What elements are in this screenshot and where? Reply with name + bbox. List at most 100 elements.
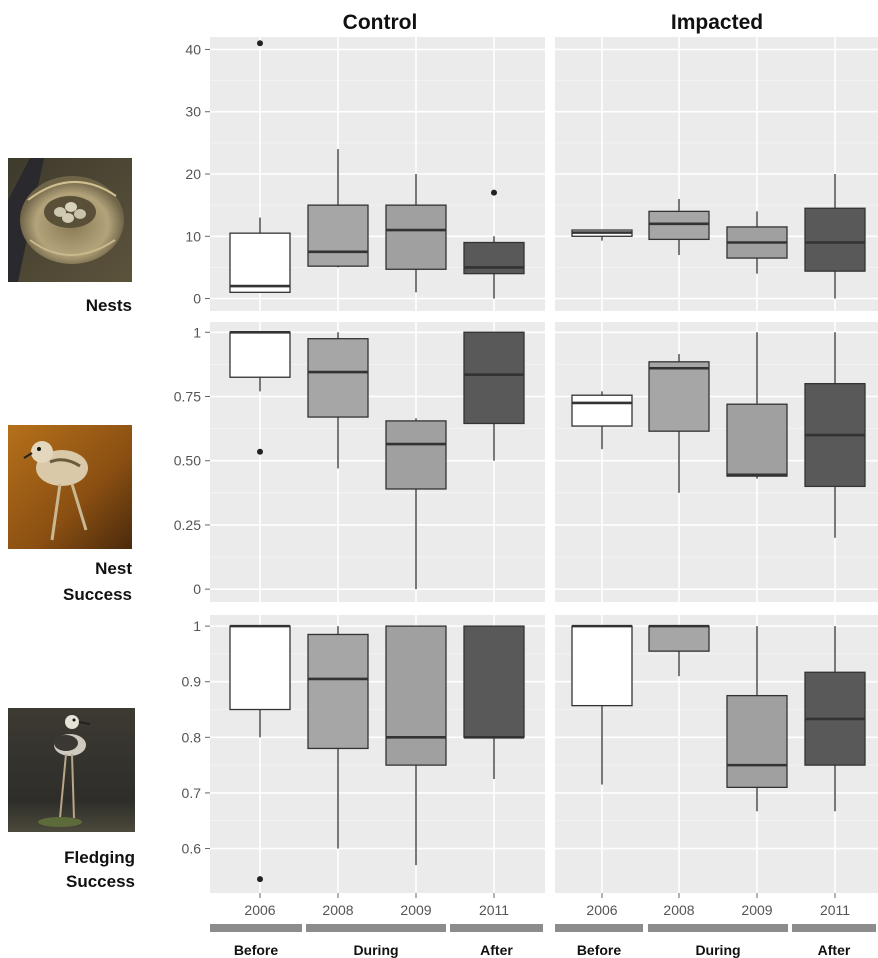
box-iqr: [385, 625, 447, 766]
phase-before-control: Before: [210, 924, 302, 958]
y-tick-label: 0: [193, 291, 201, 307]
row-label-nests: Nests: [86, 296, 132, 315]
y-tick-label: 10: [185, 228, 201, 244]
phase-label: After: [480, 942, 513, 958]
panel-nests-impacted: [555, 37, 878, 311]
box-nest-success-control-2008: [307, 332, 369, 469]
row-label-fledging-success-line1: Fledging: [64, 848, 135, 867]
phase-during-control: During: [306, 924, 446, 958]
box-nests-impacted-2009: [726, 211, 788, 274]
panel-fledging-success-control: 0.6 0.7 0.8 0.9 1 2006 2008 2009 2011: [182, 615, 545, 918]
phase-bar: [450, 924, 543, 932]
box-nests-control-2011: [463, 189, 525, 299]
y-tick-label: 0.7: [182, 785, 202, 801]
box-nests-impacted-2008: [648, 198, 710, 255]
phase-label: During: [695, 942, 740, 958]
row-label-nest-success-line1: Nest: [95, 559, 132, 578]
box-nest-success-control-2011: [463, 331, 525, 461]
box-iqr: [463, 241, 525, 275]
x-tick-label: 2008: [663, 902, 694, 918]
outlier-point: [257, 40, 263, 47]
y-tick-label: 0: [193, 581, 201, 597]
x-tick-label: 2006: [586, 902, 617, 918]
box-fledging-success-impacted-2011: [804, 626, 866, 812]
phase-label: Before: [234, 942, 279, 958]
box-iqr: [229, 331, 291, 378]
box-nest-success-control-2006: [229, 330, 291, 455]
y-tick-label: 0.50: [174, 453, 201, 469]
phase-before-impacted: Before: [555, 924, 643, 958]
box-nests-impacted-2006: [571, 229, 633, 241]
box-nest-success-impacted-2006: [571, 391, 633, 450]
box-iqr: [463, 625, 525, 738]
box-fledging-success-control-2011: [463, 625, 525, 780]
box-iqr: [229, 625, 291, 711]
x-tick-label: 2006: [244, 902, 275, 918]
phase-after-impacted: After: [792, 924, 876, 958]
panel-fledging-success-impacted: 2006 2008 2009 2011: [555, 615, 878, 918]
box-iqr: [463, 331, 525, 425]
boxplot-panels: 0 10 20 30 40 0 0.25 0.50 0.75 1 0.6 0.7 0.8 0.9 1 2006…: [174, 37, 878, 958]
box-iqr: [726, 694, 788, 789]
x-tick-label: 2009: [741, 902, 772, 918]
box-fledging-success-impacted-2006: [571, 624, 633, 785]
box-fledging-success-impacted-2009: [726, 626, 788, 812]
phase-bar: [648, 924, 788, 932]
y-tick-label: 0.8: [182, 729, 202, 745]
box-iqr: [571, 394, 633, 427]
phase-after-control: After: [450, 924, 543, 958]
y-tick-label: 1: [193, 324, 201, 340]
box-nest-success-impacted-2009: [726, 332, 788, 479]
row-label-nest-success-line2: Success: [63, 585, 132, 604]
box-fledging-success-control-2006: [229, 624, 291, 883]
box-iqr: [307, 338, 369, 418]
box-nests-impacted-2011: [804, 174, 866, 299]
x-tick-label: 2009: [400, 902, 431, 918]
phase-bar: [555, 924, 643, 932]
phase-label: Before: [577, 942, 622, 958]
box-fledging-success-control-2008: [307, 626, 369, 849]
box-iqr: [571, 625, 633, 707]
panel-nest-success-control: 0 0.25 0.50 0.75 1: [174, 322, 545, 602]
outlier-point: [257, 876, 263, 883]
phase-bar: [792, 924, 876, 932]
box-fledging-success-control-2009: [385, 625, 447, 866]
stilt-chick-photo: [8, 425, 132, 549]
box-iqr: [648, 361, 710, 432]
x-tick-label: 2011: [479, 902, 509, 918]
x-tick-label: 2011: [820, 902, 850, 918]
row-label-fledging-success-line2: Success: [66, 872, 135, 891]
y-tick-label: 0.25: [174, 517, 201, 533]
box-iqr: [385, 204, 447, 270]
y-tick-label: 0.9: [182, 674, 202, 690]
box-nest-success-control-2009: [385, 418, 447, 590]
column-title-impacted: Impacted: [671, 11, 763, 34]
bird-nest-with-eggs-photo: [8, 158, 132, 282]
box-iqr: [804, 207, 866, 272]
box-iqr: [648, 625, 710, 652]
box-nest-success-impacted-2011: [804, 332, 866, 538]
box-iqr: [229, 232, 291, 293]
outlier-point: [257, 448, 263, 455]
box-iqr: [726, 403, 788, 477]
y-tick-label: 0.75: [174, 388, 201, 404]
y-tick-label: 40: [185, 41, 201, 57]
phase-bar: [306, 924, 446, 932]
phase-label: After: [818, 942, 851, 958]
phase-during-impacted: During: [648, 924, 788, 958]
box-nests-control-2008: [307, 149, 369, 268]
x-tick-label: 2008: [322, 902, 353, 918]
panel-nests-control: 0 10 20 30 40: [185, 37, 545, 311]
y-tick-label: 20: [185, 166, 201, 182]
phase-bar: [210, 924, 302, 932]
box-iqr: [648, 210, 710, 241]
y-tick-label: 0.6: [182, 841, 202, 857]
y-tick-label: 1: [193, 618, 201, 634]
juvenile-stilt-photo: [8, 708, 135, 832]
panel-nest-success-impacted: [555, 322, 878, 602]
box-nests-control-2006: [229, 40, 291, 293]
box-iqr: [307, 633, 369, 750]
box-iqr: [385, 420, 447, 490]
box-nests-control-2009: [385, 174, 447, 293]
